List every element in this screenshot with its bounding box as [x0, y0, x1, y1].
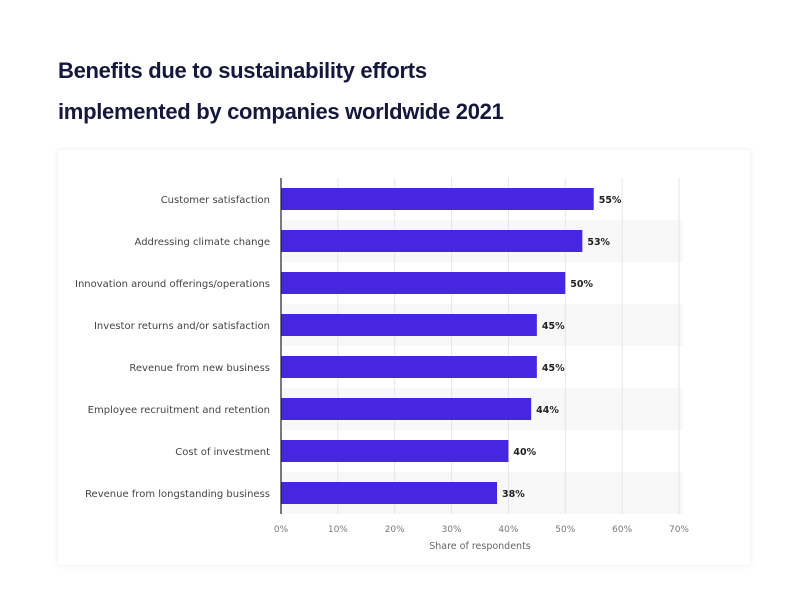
chart-title-line-2: implemented by companies worldwide 2021 — [58, 99, 504, 124]
x-tick-label: 60% — [612, 525, 632, 535]
bar — [281, 314, 537, 336]
category-label: Cost of investment — [175, 447, 270, 458]
x-tick-label: 30% — [442, 525, 462, 535]
bar — [281, 356, 537, 378]
data-label: 53% — [587, 237, 610, 248]
category-label: Customer satisfaction — [161, 195, 270, 206]
x-tick-label: 10% — [328, 525, 348, 535]
x-tick-label: 40% — [498, 525, 518, 535]
data-label: 45% — [542, 321, 565, 332]
x-tick-label: 0% — [274, 525, 289, 535]
category-label: Innovation around offerings/operations — [75, 279, 270, 290]
x-tick-label: 50% — [555, 525, 575, 535]
bar — [281, 440, 509, 462]
category-label: Investor returns and/or satisfaction — [94, 321, 270, 332]
x-tick-label: 70% — [669, 525, 689, 535]
bar — [281, 398, 532, 420]
data-label: 40% — [513, 447, 536, 458]
data-label: 50% — [570, 279, 593, 290]
category-label: Revenue from new business — [129, 363, 270, 374]
x-tick-label: 20% — [385, 525, 405, 535]
bar — [281, 272, 566, 294]
category-label: Addressing climate change — [135, 237, 270, 248]
bar — [281, 482, 498, 504]
x-axis-label: Share of respondents — [429, 541, 531, 552]
category-label: Employee recruitment and retention — [88, 405, 270, 416]
data-label: 55% — [599, 195, 622, 206]
data-label: 45% — [542, 363, 565, 374]
bar — [281, 188, 594, 210]
data-label: 38% — [502, 489, 525, 500]
bar — [281, 230, 583, 252]
data-label: 44% — [536, 405, 559, 416]
chart-title-line-1: Benefits due to sustainability efforts — [58, 58, 427, 83]
category-label: Revenue from longstanding business — [85, 489, 270, 500]
